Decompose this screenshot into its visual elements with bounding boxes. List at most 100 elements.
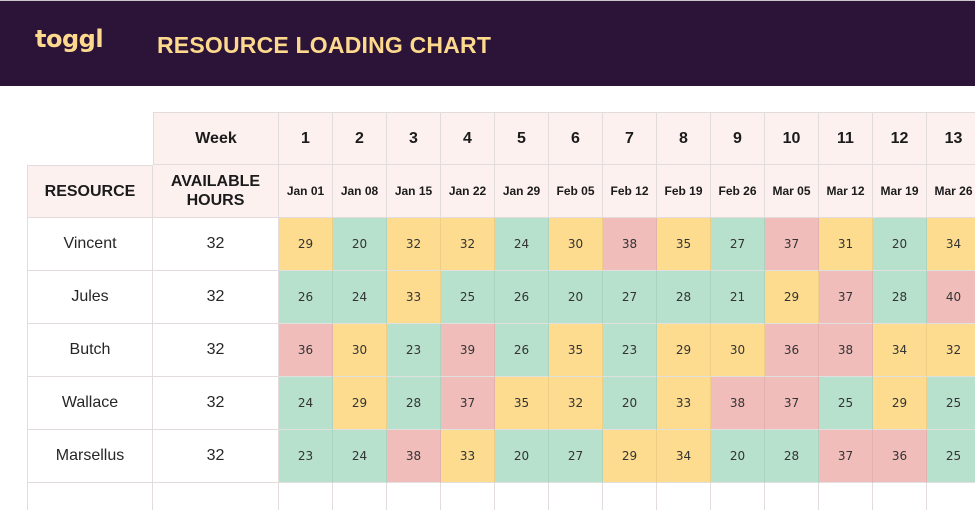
allocated-hours-cell: 25 [441,271,495,324]
allocated-hours-cell: 30 [711,324,765,377]
allocated-hours-cell: 33 [441,430,495,483]
week-number-header: 8 [657,112,711,165]
week-number-header: 7 [603,112,657,165]
empty-row-cell [819,483,873,510]
allocated-hours-cell: 37 [819,271,873,324]
allocated-hours-cell: 24 [333,430,387,483]
allocated-hours-cell: 34 [873,324,927,377]
empty-row-cell [711,483,765,510]
week-number-header: 12 [873,112,927,165]
week-date-header: Mar 05 [765,165,819,218]
week-number-header: 1 [279,112,333,165]
allocated-hours-cell: 27 [549,430,603,483]
allocated-hours-cell: 35 [657,218,711,271]
app-header: toggl RESOURCE LOADING CHART [0,0,975,86]
allocated-hours-cell: 32 [927,324,975,377]
allocated-hours-cell: 29 [765,271,819,324]
allocated-hours-cell: 37 [765,377,819,430]
week-number-header: 4 [441,112,495,165]
week-date-header: Feb 05 [549,165,603,218]
allocated-hours-cell: 37 [819,430,873,483]
allocated-hours-cell: 38 [711,377,765,430]
week-number-header: 6 [549,112,603,165]
allocated-hours-cell: 29 [657,324,711,377]
empty-row-cell [27,483,153,510]
empty-row-cell [279,483,333,510]
allocated-hours-cell: 25 [927,430,975,483]
allocated-hours-cell: 20 [873,218,927,271]
week-number-header: 10 [765,112,819,165]
allocated-hours-cell: 25 [927,377,975,430]
allocated-hours-cell: 29 [333,377,387,430]
allocated-hours-cell: 25 [819,377,873,430]
allocated-hours-cell: 30 [333,324,387,377]
resource-name: Butch [27,324,153,377]
allocated-hours-cell: 26 [495,324,549,377]
allocated-hours-cell: 23 [387,324,441,377]
allocated-hours-cell: 29 [873,377,927,430]
available-hours-value: 32 [153,218,279,271]
allocated-hours-cell: 31 [819,218,873,271]
allocated-hours-cell: 24 [279,377,333,430]
week-number-header: 5 [495,112,549,165]
empty-row-cell [153,483,279,510]
resource-name: Wallace [27,377,153,430]
allocated-hours-cell: 30 [549,218,603,271]
allocated-hours-cell: 38 [387,430,441,483]
week-number-header: 13 [927,112,975,165]
allocated-hours-cell: 39 [441,324,495,377]
allocated-hours-cell: 32 [441,218,495,271]
allocated-hours-cell: 23 [279,430,333,483]
empty-row-cell [765,483,819,510]
allocated-hours-cell: 36 [765,324,819,377]
empty-row-cell [549,483,603,510]
allocated-hours-cell: 27 [711,218,765,271]
allocated-hours-cell: 20 [495,430,549,483]
empty-row-cell [441,483,495,510]
resource-name: Vincent [27,218,153,271]
empty-row-cell [387,483,441,510]
allocated-hours-cell: 20 [711,430,765,483]
allocated-hours-cell: 24 [333,271,387,324]
allocated-hours-cell: 33 [387,271,441,324]
week-label-header: Week [153,112,279,165]
allocated-hours-cell: 20 [333,218,387,271]
allocated-hours-cell: 34 [927,218,975,271]
week-date-header: Mar 19 [873,165,927,218]
week-date-header: Mar 12 [819,165,873,218]
allocated-hours-cell: 38 [603,218,657,271]
week-date-header: Jan 15 [387,165,441,218]
allocated-hours-cell: 29 [279,218,333,271]
week-date-header: Jan 29 [495,165,549,218]
allocated-hours-cell: 28 [873,271,927,324]
empty-row-cell [927,483,975,510]
available-hours-column-header: AVAILABLE HOURS [153,165,279,218]
allocated-hours-cell: 20 [549,271,603,324]
allocated-hours-cell: 23 [603,324,657,377]
week-date-header: Feb 19 [657,165,711,218]
allocated-hours-cell: 26 [495,271,549,324]
week-number-header: 2 [333,112,387,165]
toggl-logo: toggl [35,25,104,53]
week-date-header: Feb 26 [711,165,765,218]
available-hours-value: 32 [153,324,279,377]
week-date-header: Jan 08 [333,165,387,218]
allocated-hours-cell: 29 [603,430,657,483]
empty-row-cell [603,483,657,510]
page-title: RESOURCE LOADING CHART [157,32,492,58]
week-date-header: Feb 12 [603,165,657,218]
week-date-header: Mar 26 [927,165,975,218]
allocated-hours-cell: 32 [387,218,441,271]
week-date-header: Jan 22 [441,165,495,218]
empty-row-cell [657,483,711,510]
allocated-hours-cell: 28 [387,377,441,430]
allocated-hours-cell: 35 [549,324,603,377]
allocated-hours-cell: 27 [603,271,657,324]
allocated-hours-cell: 36 [279,324,333,377]
available-hours-value: 32 [153,271,279,324]
allocated-hours-cell: 28 [657,271,711,324]
allocated-hours-cell: 24 [495,218,549,271]
allocated-hours-cell: 26 [279,271,333,324]
week-number-header: 9 [711,112,765,165]
allocated-hours-cell: 35 [495,377,549,430]
